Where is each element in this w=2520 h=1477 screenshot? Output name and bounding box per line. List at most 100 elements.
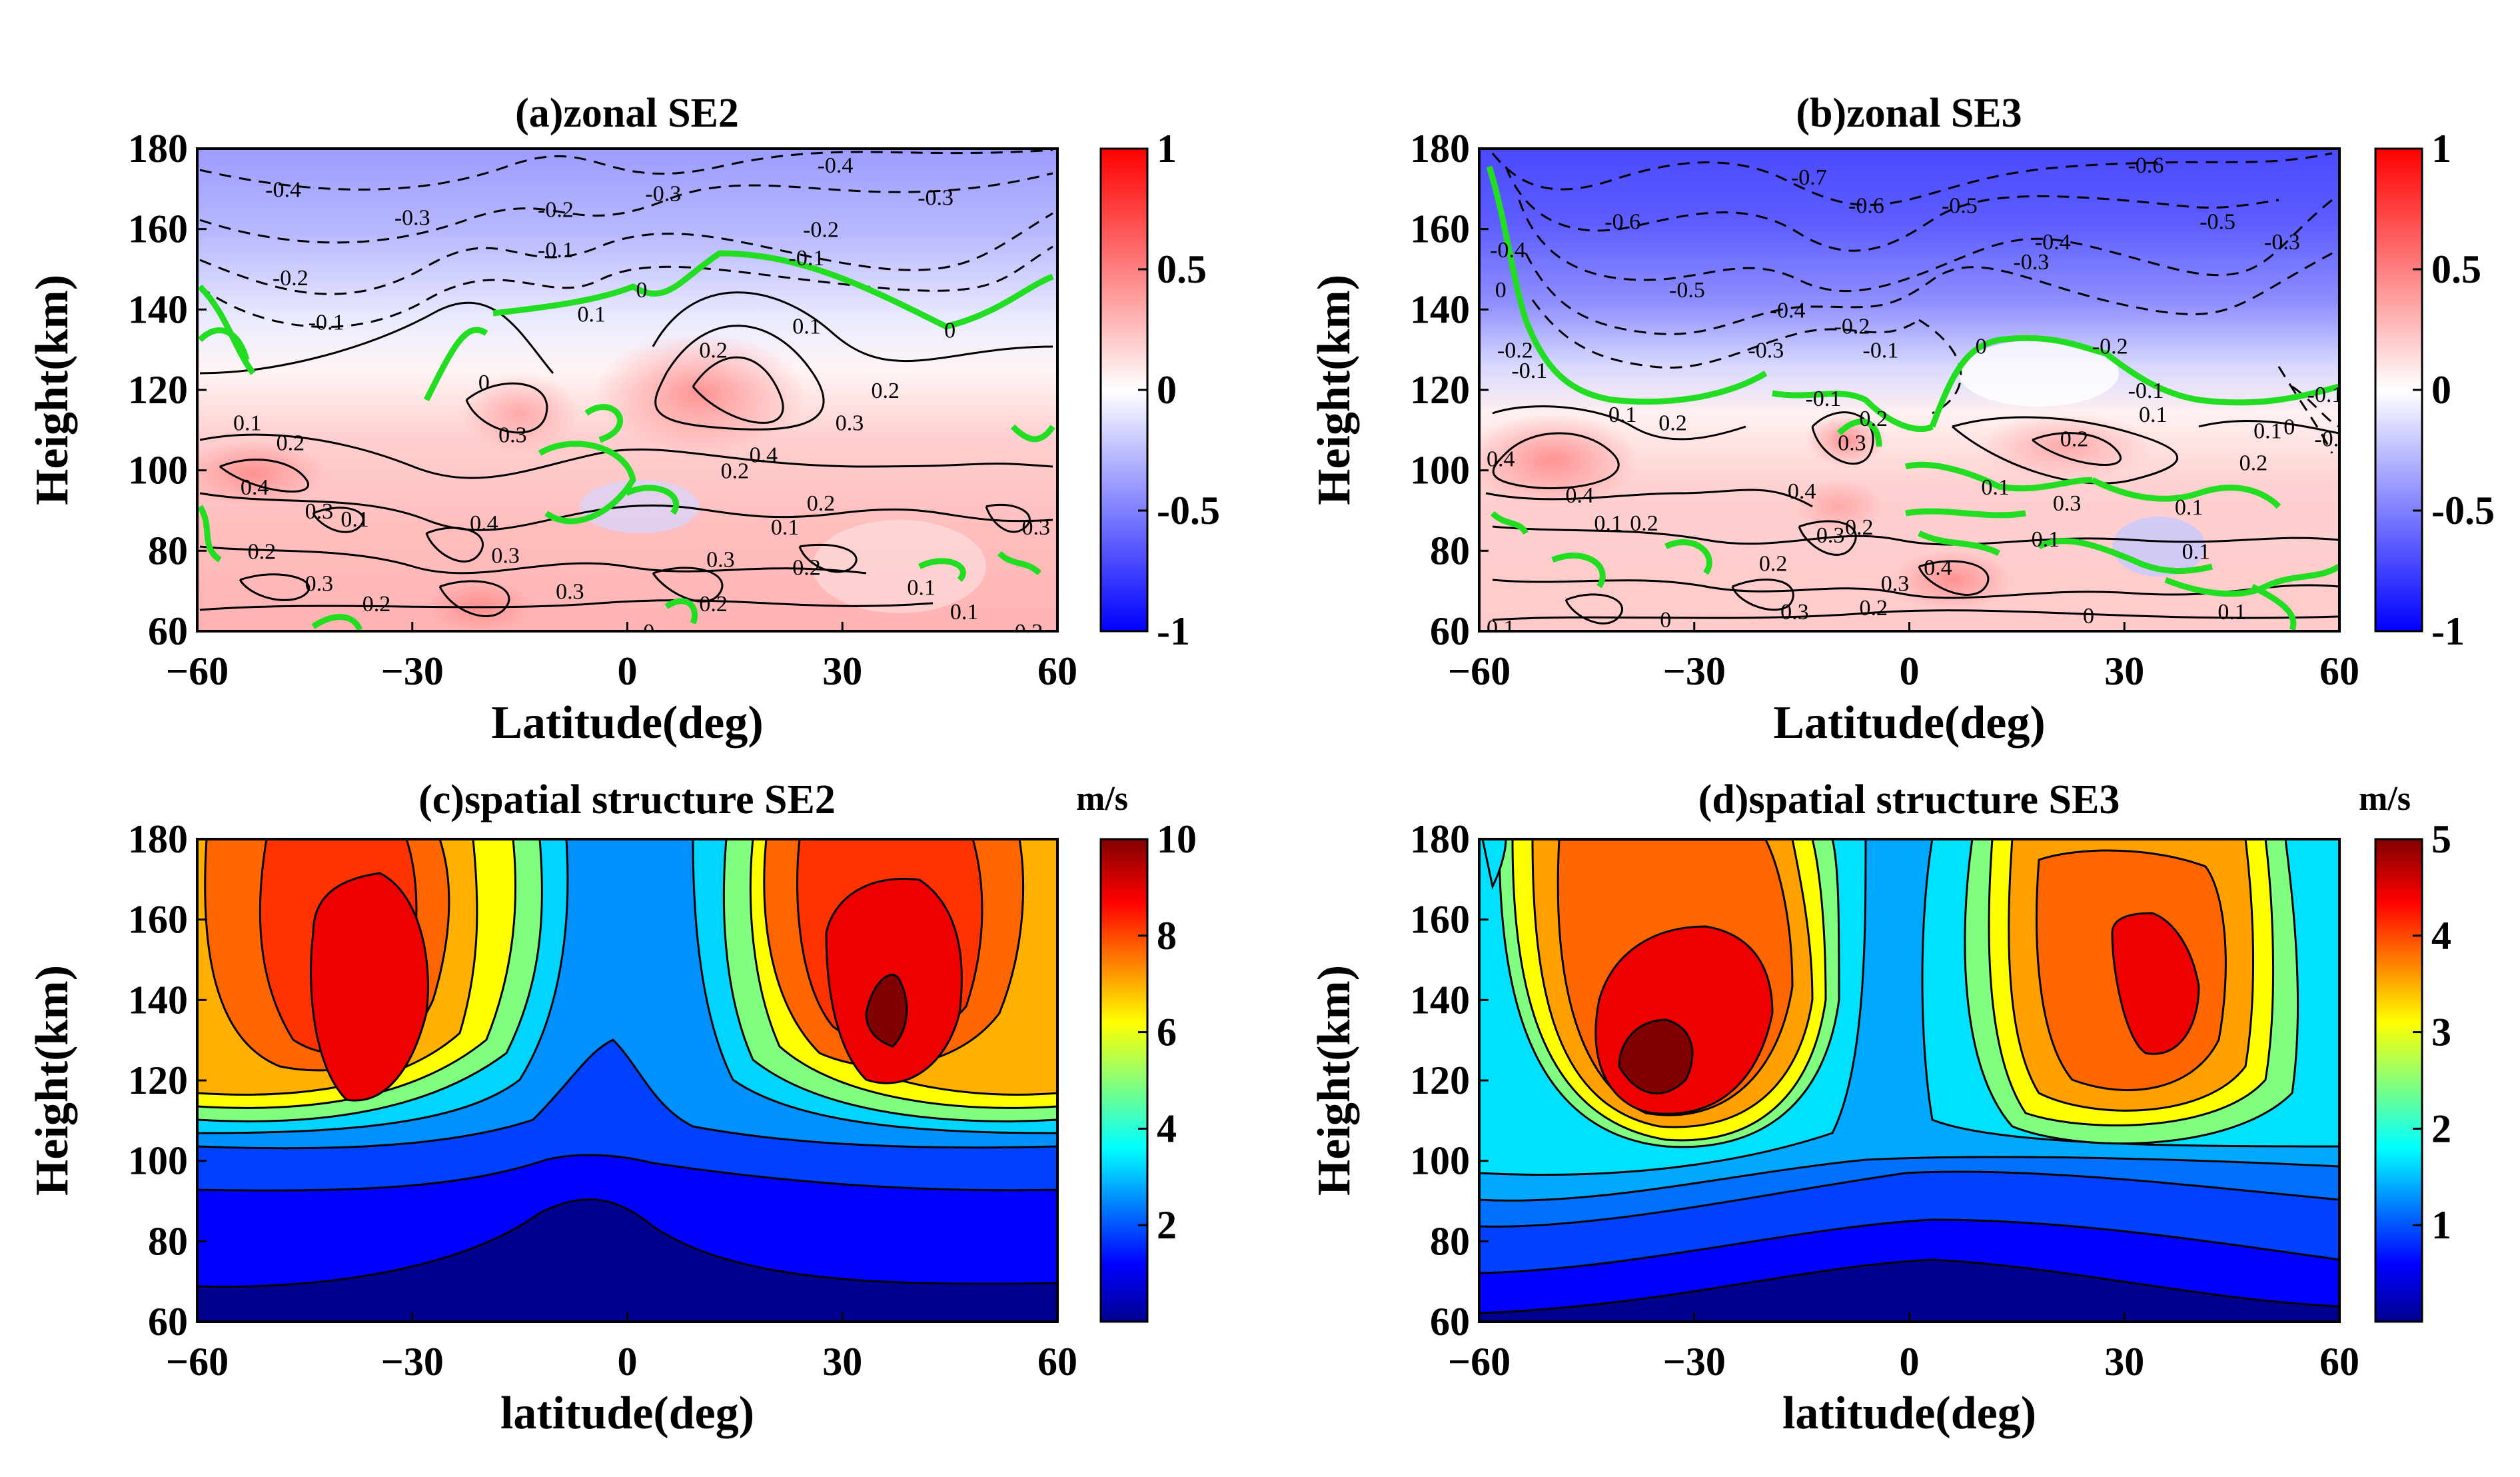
panel-c-ytick-label: 140 [128,978,188,1022]
panel-d-xtick-label: 60 [2319,1340,2359,1384]
panel-a-contour-label: 0.2 [792,555,821,580]
panel-a-xtick-label: −30 [381,649,444,693]
panel-b-colorbar-tick-label: -0.5 [2431,489,2495,533]
panel-b-ytick-label: 80 [1430,529,1470,573]
panel-b-contour-label: 0.2 [2060,427,2089,451]
panel-b-xtick-label: −30 [1663,649,1726,693]
panel-a-contour-label: 0.2 [721,459,750,484]
panel-d-axes: −60 −30 0 30 60 60 80 100 120 140 160 180 latitude(d… [1309,817,2359,1439]
panel-a-contour-label: 0.3 [498,423,527,447]
panel-a-contour-label: 0 [636,278,648,303]
panel-a-field: -0.4-0.3 -0.2-0.1-0.2-0.1-0.3-0.4-0.3-0.2… [197,149,1057,645]
panel-d-colorbar [2374,838,2423,1323]
panel-c-xlabel: latitude(deg) [500,1388,754,1439]
panel-c-xtick-label: −60 [166,1340,229,1384]
panel-d-colorbar-tick-label: 3 [2431,1010,2451,1054]
panel-a-contour-label: 0.3 [836,411,864,435]
panel-a-contour-label: 0.4 [750,443,778,468]
panel-b-contour-label: 0.4 [1565,483,1594,508]
panel-b-xtick-label: 0 [1900,649,1920,693]
panel-d-ytick-label: 160 [1410,898,1470,942]
panel-d-colorbar-tick-label: 4 [2431,914,2451,958]
panel-d-ytick-label: 140 [1410,978,1470,1022]
panel-b-contour-label: 0 [2283,415,2295,439]
panel-b-contour-label: 0.1 [1594,511,1622,536]
panel-b-contour-label: 0.2 [1630,511,1658,536]
panel-b-contour-label: 0.1 [2032,527,2060,552]
panel-d-ytick-label: 120 [1410,1058,1470,1102]
panel-b-contour-label: 0.3 [1838,431,1866,455]
panel-b-contour-label: -0.6 [2128,153,2164,178]
panel-c-title: (c)spatial structure SE2 [418,777,836,822]
panel-c: (c)spatial structure SE2 −60 −30 0 30 60 60 80… [27,777,1197,1439]
panel-a-contour-label: 0.2 [1015,620,1043,645]
panel-a-contour-label: -0.2 [538,198,574,223]
panel-d-colorbar-ticks: 1 2 3 4 5 [2413,817,2451,1247]
panel-a-contour-label: 0.2 [872,379,900,403]
panel-b-contour-label: 0.4 [1487,447,1515,472]
panel-c-ytick-label: 120 [128,1058,188,1102]
panel-b-contour-label: 0.1 [2253,419,2282,443]
panel-b-contour-label: 0.2 [2239,451,2268,476]
panel-c-ytick-label: 80 [148,1219,188,1263]
panel-d-ylabel: Height(km) [1309,965,1360,1196]
panel-a-xtick-label: 30 [822,649,862,693]
panel-b-contour-label: 0.1 [1608,403,1637,427]
panel-d-xtick-label: −30 [1663,1340,1726,1384]
panel-b-contour-label: 0.3 [2053,491,2082,516]
panel-b-xtick-label: 30 [2104,649,2144,693]
panel-a-title: (a)zonal SE2 [515,91,739,136]
panel-b-contour-label: 0.1 [2182,539,2211,564]
panel-a-contour-label: 0.1 [577,302,606,327]
panel-c-xtick-label: 0 [618,1340,638,1384]
panel-b-ytick-label: 100 [1410,449,1470,493]
panel-b-contour-label: -0.1 [1863,339,1899,363]
panel-b-contour-label: -0.6 [1604,210,1640,235]
panel-c-ytick-label: 60 [148,1300,188,1344]
panel-d: (d)spatial structure SE3 −60 −30 0 30 60 60 80… [1309,777,2451,1439]
panel-a-contour-label: 0.4 [470,511,498,536]
panel-b-contour-label: -0.4 [2035,230,2071,255]
panel-a-colorbar-tick-label: -1 [1157,609,1190,653]
panel-c-ylabel: Height(km) [27,965,78,1196]
panel-c-xtick-label: 30 [822,1340,862,1384]
panel-a-contour-label: 0 [944,319,955,343]
panel-a-contour-label: -0.4 [265,177,301,202]
panel-b-colorbar-tick-label: -1 [2431,609,2465,653]
panel-a-contour-label: 0.3 [305,572,334,597]
panel-a-contour-label: 0.3 [305,499,334,524]
panel-b-xtick-label: 60 [2319,649,2359,693]
panel-a-contour-label: -0.3 [645,181,681,206]
panel-a-ytick-label: 80 [148,529,188,573]
panel-c-colorbar-tick-label: 8 [1157,914,1177,958]
panel-b-colorbar-ticks: -1 -0.5 0 0.5 1 [2413,127,2495,653]
panel-b-contour-label: -0.1 [2128,379,2164,403]
panel-c-ytick-label: 180 [128,817,188,861]
panel-a-colorbar-tick-label: 0 [1157,368,1177,412]
panel-d-colorbar-tick-label: 1 [2431,1203,2451,1247]
panel-b-contour-label: -0.3 [2264,230,2300,255]
panel-a-contour-label: 0.1 [792,314,821,339]
panel-a-contour-label: -0.1 [538,238,574,263]
panel-c-colorbar-tick-label: 6 [1157,1010,1177,1054]
panel-c-field [197,839,1057,1322]
panel-a-ylabel: Height(km) [27,275,78,505]
panel-b-contour-label: 0.1 [1981,475,2010,500]
panel-a-contour-label: 0.2 [807,491,836,516]
panel-b-colorbar-tick-label: 0.5 [2431,247,2481,291]
panel-d-unit: m/s [2359,780,2411,818]
panel-b-contour-labels: -0.7-0.6-0.6 -0.5-0.6-0.5-0.4-0.3-0.5-0.4… [1487,153,2339,631]
panel-a-contour-label: 0.3 [491,543,520,568]
panel-b-contour-label: 0.4 [1924,555,1952,580]
panel-d-title: (d)spatial structure SE3 [1698,777,2120,822]
panel-b-contour-label: -0.2 [1834,314,1870,339]
panel-b-ylabel: Height(km) [1309,275,1360,505]
panel-b-contour-label: -0.1 [1511,359,1547,383]
panel-a-contour-label: 0.2 [362,592,391,617]
panel-a-contour-labels: -0.4-0.3 -0.2-0.1-0.2-0.1-0.3-0.4-0.3-0.2… [233,153,1050,645]
panel-a-ytick-label: 180 [128,127,188,171]
panel-a-ytick-label: 120 [128,368,188,412]
panel-d-field [1479,839,2339,1322]
panel-b-contour-label: 0.3 [1816,523,1845,548]
panel-b-contour-label: 0.1 [2217,600,2246,625]
